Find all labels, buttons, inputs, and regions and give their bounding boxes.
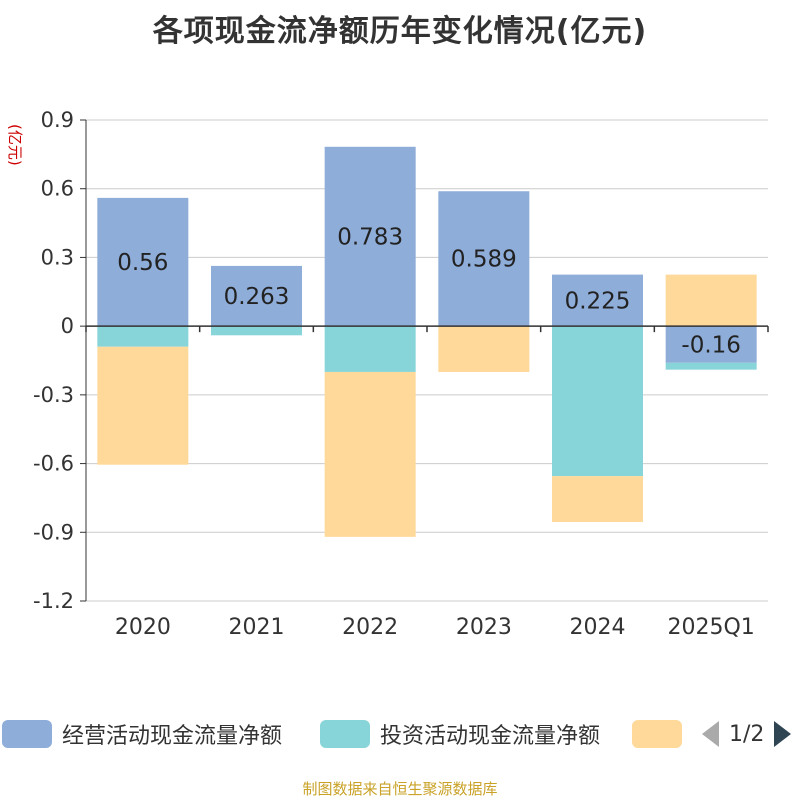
y-tick-label: 0.3	[41, 245, 74, 269]
y-tick-label: -0.9	[33, 520, 74, 544]
legend-label-operating: 经营活动现金流量净额	[62, 724, 283, 749]
legend-label-investing: 投资活动现金流量净额	[380, 724, 601, 749]
legend: 经营活动现金流量净额 投资活动现金流量净额 1/2	[0, 712, 800, 756]
bar-investing-2021	[211, 326, 302, 336]
chart-canvas: 0.9 0.6 0.3 0 -0.3 -0.6 -0.9 -1.2 2020 2021 2022 20…	[33, 108, 769, 640]
bar-investing-2024	[552, 326, 643, 477]
data-label-operating: 0.225	[565, 288, 631, 314]
y-tick-label: -1.2	[33, 589, 74, 613]
legend-item-financing[interactable]	[632, 712, 692, 756]
bar-operating-2022	[324, 146, 416, 327]
data-label-operating: 0.56	[117, 250, 168, 276]
legend-swatch-financing	[632, 720, 682, 748]
source-footer: 制图数据来自恒生聚源数据库	[302, 780, 498, 798]
y-axis-unit-label: (亿元)	[6, 124, 24, 166]
bar-operating-2020	[97, 197, 189, 327]
y-tick-label: -0.3	[33, 383, 74, 407]
y-tick-label: 0	[61, 314, 74, 338]
pager-next-icon[interactable]	[774, 721, 792, 747]
bar-financing-2020	[97, 346, 189, 465]
bar-financing-2023	[438, 326, 530, 372]
pager-text: 1/2	[729, 721, 765, 747]
bar-operating-2023	[438, 191, 530, 327]
bar-operating-2025Q1	[665, 326, 757, 363]
y-tick-label: 0.6	[41, 177, 74, 201]
bar-investing-2025Q1	[665, 362, 757, 370]
data-label-operating: 0.263	[224, 284, 290, 310]
data-label-operating: 0.589	[451, 247, 517, 273]
legend-swatch-investing	[320, 720, 370, 748]
bar-operating-2024	[552, 274, 643, 327]
x-tick-label: 2023	[456, 615, 512, 640]
bar-investing-2020	[97, 326, 189, 347]
bar-financing-2025Q1	[665, 274, 757, 327]
chart-title: 各项现金流净额历年变化情况(亿元)	[152, 14, 648, 49]
legend-pager: 1/2	[702, 712, 792, 756]
bar-investing-2022	[324, 326, 416, 372]
bar-financing-2024	[552, 476, 643, 522]
bar-financing-2022	[324, 371, 416, 537]
x-tick-label: 2021	[229, 615, 285, 640]
bar-operating-2021	[211, 265, 302, 327]
legend-swatch-operating	[2, 720, 52, 748]
x-tick-label: 2020	[115, 615, 171, 640]
data-label-operating: -0.16	[681, 332, 741, 358]
legend-item-investing[interactable]: 投资活动现金流量净额	[320, 712, 600, 756]
legend-item-operating[interactable]: 经营活动现金流量净额	[2, 712, 282, 756]
y-tick-label: -0.6	[33, 452, 74, 476]
x-tick-label: 2024	[570, 615, 626, 640]
data-label-operating: 0.783	[337, 224, 403, 250]
pager-prev-icon[interactable]	[702, 721, 719, 747]
x-tick-label: 2022	[342, 615, 398, 640]
y-tick-label: 0.9	[41, 108, 74, 132]
x-tick-label: 2025Q1	[668, 615, 755, 640]
